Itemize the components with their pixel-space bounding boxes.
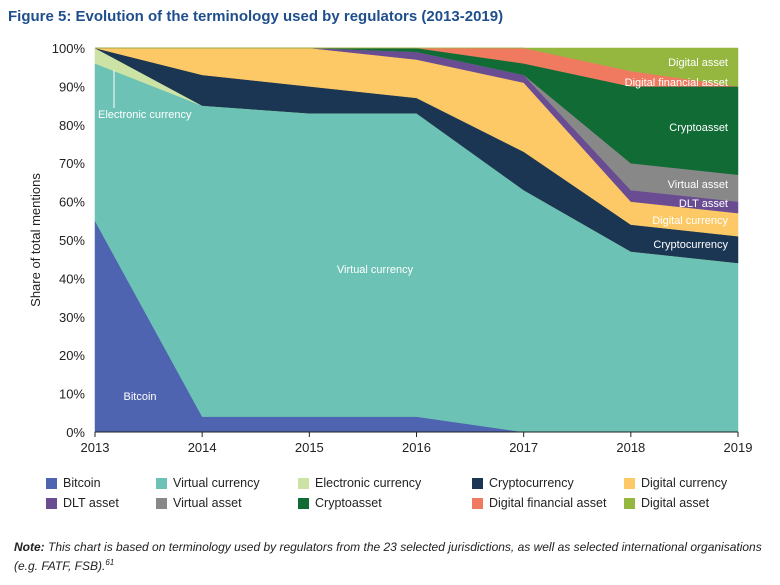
- x-tick-label: 2017: [509, 440, 538, 455]
- note-label: Note:: [14, 540, 45, 554]
- annotation-label: Cryptocurrency: [653, 239, 728, 251]
- legend-item: Digital asset: [624, 496, 709, 510]
- note-footnote-ref: 61: [105, 558, 115, 567]
- annotation-label: DLT asset: [679, 198, 728, 210]
- x-tick-label: 2019: [724, 440, 753, 455]
- legend-label: Digital asset: [641, 496, 710, 510]
- legend-label: Digital currency: [641, 476, 728, 490]
- x-tick-label: 2016: [402, 440, 431, 455]
- y-tick-label: 30%: [59, 310, 85, 325]
- legend-swatch: [624, 477, 635, 489]
- legend-label: Virtual currency: [173, 476, 260, 490]
- legend-item: Virtual asset: [156, 496, 242, 510]
- stacked-area-chart: 0% 10% 20% 30% 40% 50% 60% 70% 80% 90% 100% 2013 201…: [28, 41, 752, 455]
- y-tick-label: 70%: [59, 156, 85, 171]
- legend-item: DLT asset: [46, 496, 119, 510]
- legend-item: Cryptoasset: [298, 496, 382, 510]
- annotation-layer: Bitcoin Virtual currency Electronic curren…: [98, 57, 728, 403]
- y-axis-label: Share of total mentions: [28, 173, 43, 307]
- area-digital-asset: [95, 47, 739, 87]
- x-tick-label: 2014: [188, 440, 217, 455]
- axis-layer: 0% 10% 20% 30% 40% 50% 60% 70% 80% 90% 100% 2013 201…: [28, 41, 752, 455]
- legend-item: Bitcoin: [46, 476, 101, 490]
- y-tick-label: 80%: [59, 118, 85, 133]
- legend-label: Digital financial asset: [489, 496, 607, 510]
- y-tick-label: 40%: [59, 271, 85, 286]
- annotation-label: Electronic currency: [98, 109, 192, 121]
- chart-note: Note: This chart is based on terminology…: [14, 540, 770, 574]
- annotation-label: Virtual currency: [337, 264, 414, 276]
- y-tick-label: 90%: [59, 79, 85, 94]
- y-tick-label: 0%: [66, 425, 85, 440]
- note-text: This chart is based on terminology used …: [14, 540, 762, 573]
- legend-swatch: [156, 477, 167, 489]
- area-layer: [94, 47, 739, 433]
- legend-item: Virtual currency: [156, 476, 260, 490]
- legend-label: DLT asset: [63, 496, 119, 510]
- annotation-label: Digital currency: [652, 215, 728, 227]
- annotation-label: Cryptoasset: [669, 122, 728, 134]
- x-tick-label: 2018: [616, 440, 645, 455]
- annotation-label: Virtual asset: [668, 179, 728, 191]
- legend-swatch: [298, 477, 309, 489]
- legend-item: Digital currency: [624, 476, 727, 490]
- legend-swatch: [156, 497, 167, 509]
- legend-label: Bitcoin: [63, 476, 101, 490]
- legend-item: Electronic currency: [298, 476, 421, 490]
- x-tick-label: 2013: [81, 440, 110, 455]
- legend-swatch: [298, 497, 309, 509]
- y-tick-label: 50%: [59, 233, 85, 248]
- y-tick-label: 100%: [52, 41, 86, 56]
- legend-swatch: [472, 477, 483, 489]
- y-tick-label: 10%: [59, 387, 85, 402]
- legend-swatch: [472, 497, 483, 509]
- annotation-label: Digital asset: [668, 57, 728, 69]
- chart-title: Figure 5: Evolution of the terminology u…: [8, 8, 504, 25]
- legend-swatch: [46, 477, 57, 489]
- legend-label: Cryptocurrency: [489, 476, 574, 490]
- legend-label: Electronic currency: [315, 476, 422, 490]
- annotation-label: Bitcoin: [123, 391, 156, 403]
- legend-swatch: [46, 497, 57, 509]
- legend-swatch: [624, 497, 635, 509]
- y-tick-label: 60%: [59, 195, 85, 210]
- legend-label: Cryptoasset: [315, 496, 382, 510]
- x-tick-label: 2015: [295, 440, 324, 455]
- annotation-label: Digital financial asset: [625, 77, 728, 89]
- legend-item: Digital financial asset: [472, 496, 606, 510]
- legend-item: Cryptocurrency: [472, 476, 574, 490]
- legend-label: Virtual asset: [173, 496, 242, 510]
- y-tick-label: 20%: [59, 348, 85, 363]
